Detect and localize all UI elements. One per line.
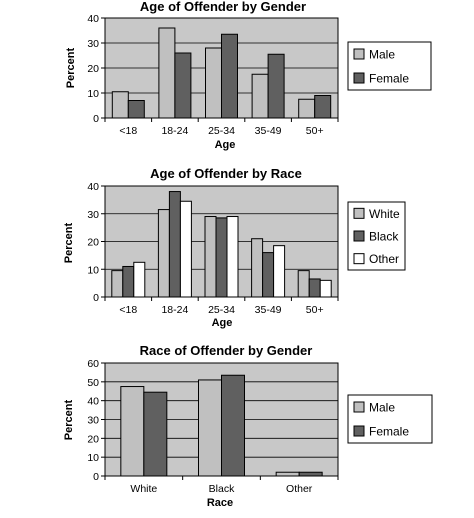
bar-other-50 xyxy=(319,279,332,298)
bar-other-3549 xyxy=(273,245,286,298)
x-tick-label: 35-49 xyxy=(255,125,282,137)
y-tick-label: 0 xyxy=(93,113,99,125)
bar-female-black xyxy=(221,374,245,477)
bar-white-3549 xyxy=(251,238,264,298)
legend-label-female: Female xyxy=(369,72,409,86)
bar-white-50 xyxy=(297,270,310,298)
chart-title: Age of Offender by Race xyxy=(150,166,302,181)
bar-black-2534 xyxy=(215,217,228,298)
y-axis-title: Percent xyxy=(65,47,77,88)
bar-female-1824 xyxy=(174,52,192,119)
x-axis-title: Race xyxy=(207,497,233,509)
bar-other-18 xyxy=(133,261,146,298)
y-tick-label: 20 xyxy=(87,433,99,445)
legend-swatch-male xyxy=(353,48,365,60)
bar-female-18 xyxy=(127,100,145,119)
x-tick-label: 18-24 xyxy=(161,125,188,137)
y-tick-label: 10 xyxy=(87,264,99,276)
bar-other-1824 xyxy=(179,200,192,298)
chart-race-by-gender: 0 10 20 30 40 50 60 White Black Other Race of Offe… xyxy=(63,343,433,509)
y-tick-label: 10 xyxy=(87,88,99,100)
y-tick-label: 20 xyxy=(87,237,99,249)
legend-swatch-female xyxy=(353,425,365,437)
bar-male-1824 xyxy=(158,27,176,119)
bar-male-white xyxy=(120,386,145,477)
bar-black-1824 xyxy=(168,191,181,298)
bar-male-other xyxy=(275,471,300,477)
bar-female-3549 xyxy=(267,53,285,119)
chart-age-by-race: 0 10 20 30 40 <18 18-24 25-34 35-49 50+ Age of Off… xyxy=(63,166,406,329)
y-tick-label: 40 xyxy=(87,181,99,193)
bar-male-2534 xyxy=(205,47,222,119)
bar-male-3549 xyxy=(251,73,269,119)
y-tick-label: 40 xyxy=(87,13,99,25)
x-tick-label: 25-34 xyxy=(208,304,235,316)
bar-white-1824 xyxy=(157,209,170,298)
legend-label-black: Black xyxy=(369,230,399,244)
x-tick-label: 35-49 xyxy=(255,304,282,316)
y-tick-label: 30 xyxy=(87,209,99,221)
bar-white-2534 xyxy=(204,216,217,298)
x-tick-label: <18 xyxy=(119,304,137,316)
bar-other-2534 xyxy=(226,216,239,298)
bar-black-50 xyxy=(308,278,321,298)
legend-label-male: Male xyxy=(369,48,395,62)
x-tick-label: 50+ xyxy=(306,304,324,316)
y-tick-label: 0 xyxy=(93,471,99,483)
chart-title: Race of Offender by Gender xyxy=(140,343,313,358)
bar-female-2534 xyxy=(221,33,238,119)
y-tick-label: 30 xyxy=(87,415,99,427)
bar-male-18 xyxy=(111,91,129,119)
bar-male-50 xyxy=(298,98,316,119)
bar-black-18 xyxy=(122,265,135,298)
y-tick-label: 20 xyxy=(87,63,99,75)
legend-swatch-white xyxy=(353,207,365,219)
legend-label-white: White xyxy=(369,207,400,221)
x-tick-label: Black xyxy=(209,483,235,495)
x-axis-title: Age xyxy=(215,139,236,151)
chart-age-by-gender: 0 10 20 30 40 <18 18-24 25-34 35-49 50+ Age of Off… xyxy=(65,0,432,151)
y-tick-label: 60 xyxy=(87,358,99,370)
bar-female-50 xyxy=(314,95,332,119)
bar-female-other xyxy=(298,471,323,477)
legend-swatch-female xyxy=(353,72,365,84)
legend-swatch-other xyxy=(353,253,365,265)
y-tick-label: 40 xyxy=(87,396,99,408)
x-tick-label: <18 xyxy=(119,125,137,137)
x-axis-title: Age xyxy=(212,317,233,329)
legend-label-female: Female xyxy=(369,425,409,439)
bar-white-18 xyxy=(111,270,124,298)
y-tick-label: 10 xyxy=(87,452,99,464)
x-tick-label: 25-34 xyxy=(208,125,235,137)
legend-swatch-black xyxy=(353,230,365,242)
legend-label-male: Male xyxy=(369,401,395,415)
y-axis-title: Percent xyxy=(63,222,75,263)
x-tick-label: 18-24 xyxy=(161,304,188,316)
y-tick-label: 50 xyxy=(87,377,99,389)
bar-black-3549 xyxy=(262,252,275,298)
legend-label-other: Other xyxy=(369,252,399,266)
y-tick-label: 0 xyxy=(93,292,99,304)
bar-male-black xyxy=(198,379,222,477)
x-tick-label: White xyxy=(130,483,157,495)
x-tick-label: Other xyxy=(286,483,313,495)
bar-female-white xyxy=(143,391,168,477)
y-tick-label: 30 xyxy=(87,38,99,50)
chart-title: Age of Offender by Gender xyxy=(140,0,306,14)
x-tick-label: 50+ xyxy=(306,125,324,137)
legend-swatch-male xyxy=(353,401,365,413)
y-axis-title: Percent xyxy=(63,399,75,440)
